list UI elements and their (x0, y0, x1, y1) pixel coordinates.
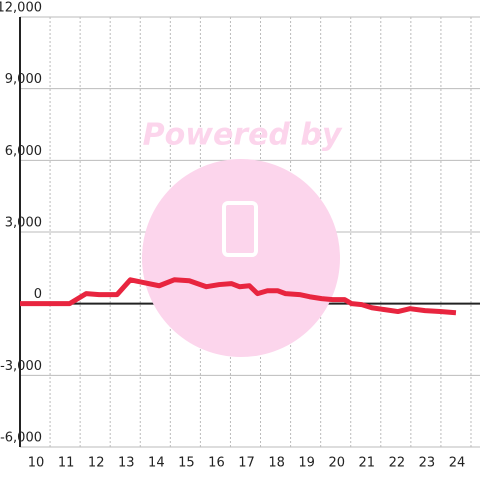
x-tick-label: 23 (419, 456, 436, 471)
x-tick-label: 24 (449, 456, 466, 471)
watermark-logo (142, 159, 340, 357)
x-tick-label: 20 (328, 456, 345, 471)
y-tick-label: -3,000 (0, 359, 42, 374)
x-tick-label: 13 (118, 456, 135, 471)
x-tick-label: 21 (359, 456, 376, 471)
y-tick-label: 0 (34, 287, 42, 302)
x-tick-label: 16 (208, 456, 225, 471)
y-tick-label: 12,000 (0, 1, 42, 16)
watermark-text: Powered by (143, 118, 343, 153)
y-tick-label: 6,000 (5, 144, 42, 159)
y-tick-label: -6,000 (0, 431, 42, 446)
data-line (20, 277, 457, 316)
x-tick-label: 11 (58, 456, 75, 471)
x-tick-label: 22 (389, 456, 406, 471)
x-tick-label: 14 (148, 456, 165, 471)
x-tick-label: 10 (28, 456, 45, 471)
x-tick-label: 18 (268, 456, 285, 471)
y-tick-label: 3,000 (5, 216, 42, 231)
x-tick-label: 15 (178, 456, 195, 471)
x-tick-label: 17 (238, 456, 255, 471)
x-tick-label: 12 (88, 456, 105, 471)
watermark-icon (222, 201, 258, 257)
y-tick-label: 9,000 (5, 72, 42, 87)
x-tick-label: 19 (298, 456, 315, 471)
